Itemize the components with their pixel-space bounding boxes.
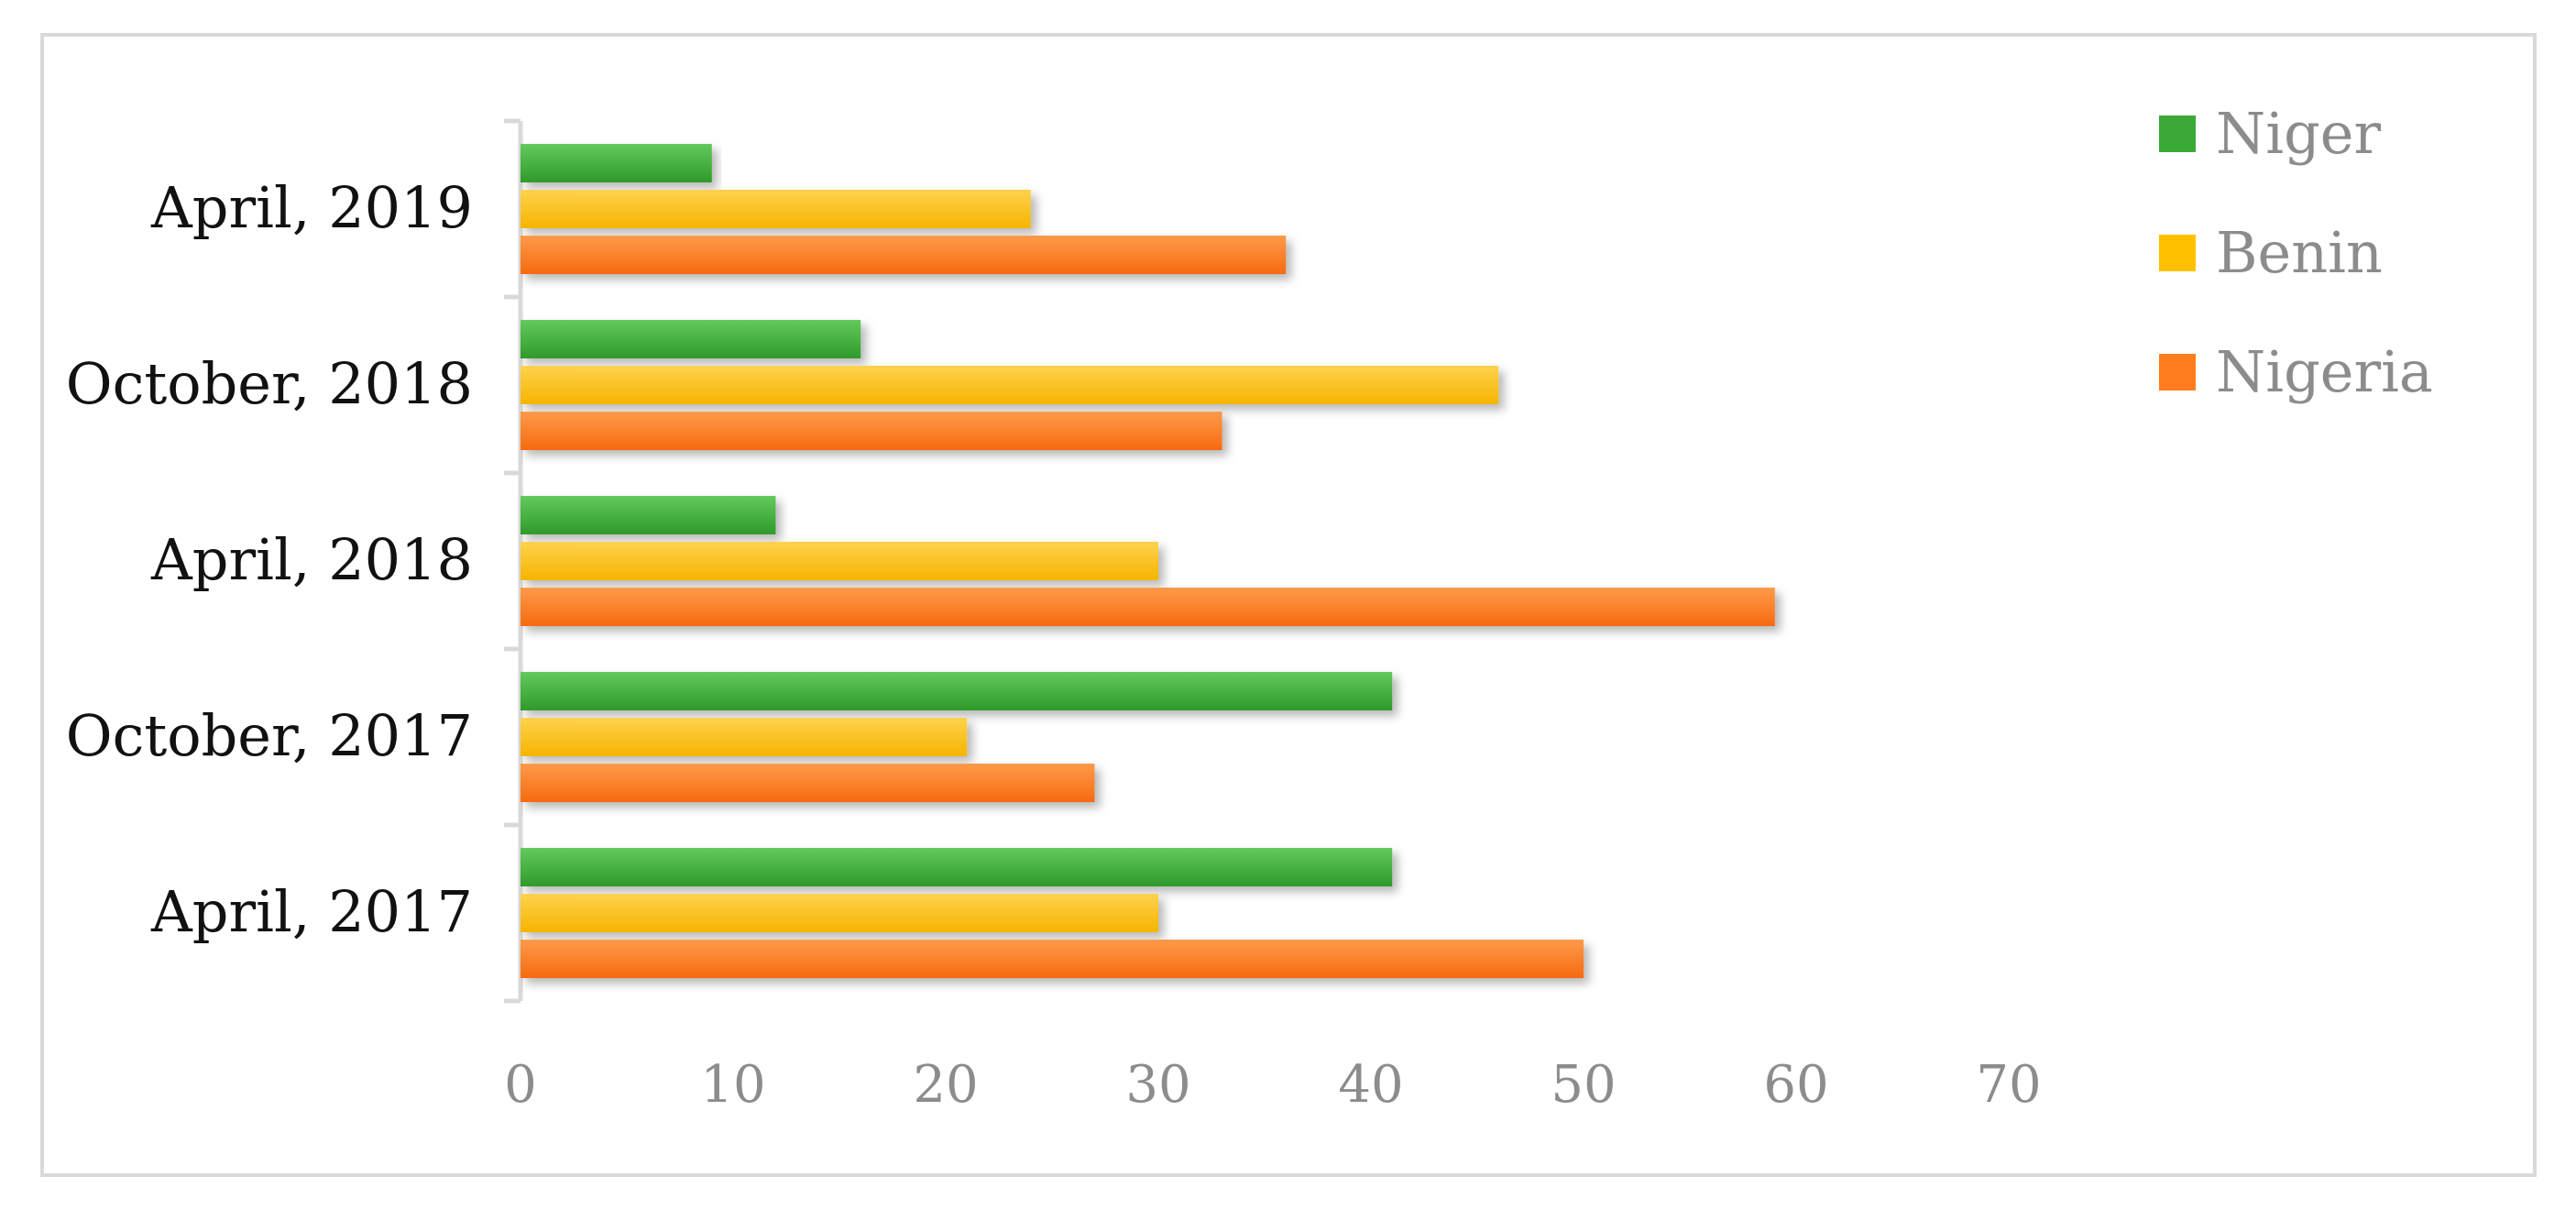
x-tick-labels: 0 10 20 30 40 50 60 70 — [504, 1055, 2041, 1115]
legend: Niger Benin Nigeria — [2159, 100, 2433, 405]
y-axis — [504, 118, 523, 1004]
legend-swatch-nigeria — [2159, 354, 2196, 390]
bar-benin-april-2018 — [521, 542, 1158, 580]
x-tick-label-10: 10 — [700, 1055, 765, 1115]
bars — [521, 144, 1775, 978]
bar-niger-october-2018 — [521, 320, 861, 358]
bar-benin-april-2019 — [521, 190, 1031, 228]
category-label-april-2018: April, 2018 — [150, 526, 473, 593]
bar-nigeria-april-2019 — [521, 236, 1287, 274]
bar-benin-october-2018 — [521, 366, 1499, 404]
legend-swatch-niger — [2159, 116, 2196, 152]
category-label-october-2017: October, 2017 — [66, 702, 473, 769]
bar-niger-october-2017 — [521, 672, 1393, 710]
x-tick-label-0: 0 — [504, 1055, 537, 1115]
bar-niger-april-2019 — [521, 144, 712, 182]
legend-label-benin: Benin — [2216, 219, 2383, 286]
category-label-april-2017: April, 2017 — [150, 878, 473, 945]
category-labels: April, 2017 October, 2017 April, 2018 Octob… — [66, 174, 473, 945]
legend-swatch-benin — [2159, 235, 2196, 271]
chart-frame: April, 2017 October, 2017 April, 2018 Octob… — [40, 33, 2537, 1177]
x-tick-label-60: 60 — [1763, 1055, 1828, 1115]
bar-chart: April, 2017 October, 2017 April, 2018 Octob… — [66, 100, 2433, 1115]
category-label-april-2019: April, 2019 — [150, 174, 473, 241]
legend-label-niger: Niger — [2216, 100, 2381, 167]
x-tick-label-40: 40 — [1338, 1055, 1403, 1115]
legend-label-nigeria: Nigeria — [2216, 338, 2433, 405]
bar-nigeria-april-2018 — [521, 588, 1775, 626]
category-label-october-2018: October, 2018 — [66, 350, 473, 417]
x-tick-label-20: 20 — [913, 1055, 978, 1115]
x-tick-label-70: 70 — [1976, 1055, 2041, 1115]
x-tick-label-30: 30 — [1125, 1055, 1190, 1115]
bar-benin-april-2017 — [521, 894, 1158, 932]
bar-niger-april-2018 — [521, 496, 776, 534]
bar-nigeria-april-2017 — [521, 940, 1584, 978]
bar-benin-october-2017 — [521, 718, 968, 756]
bar-nigeria-october-2018 — [521, 412, 1222, 450]
bar-nigeria-october-2017 — [521, 764, 1095, 802]
bar-niger-april-2017 — [521, 848, 1393, 886]
x-tick-label-50: 50 — [1551, 1055, 1616, 1115]
